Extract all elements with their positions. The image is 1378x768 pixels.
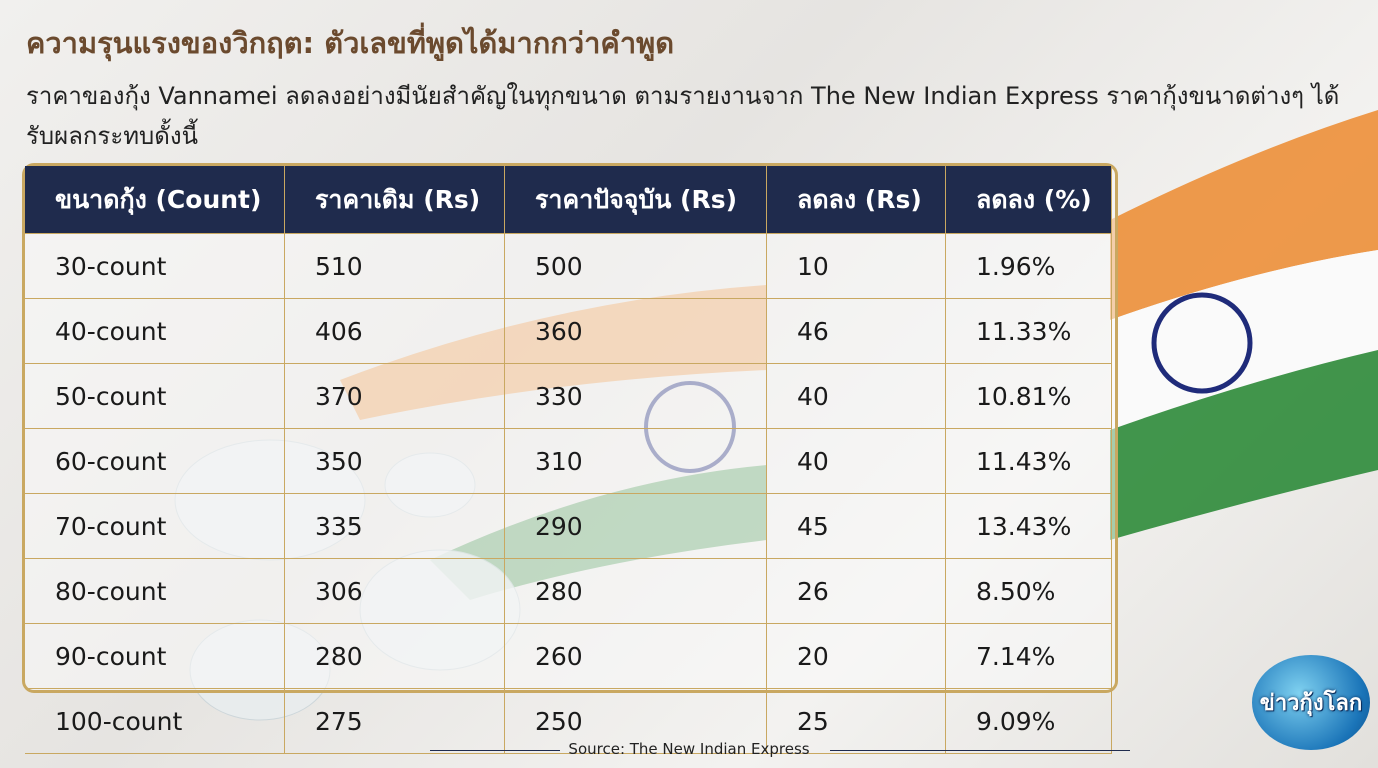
table-cell: 275 <box>285 689 505 754</box>
subtitle: ราคาของกุ้ง Vannamei ลดลงอย่างมีนัยสำคัญ… <box>26 82 1340 150</box>
table-cell: 500 <box>505 234 767 299</box>
table-cell: 280 <box>285 624 505 689</box>
column-header: ราคาเดิม (Rs) <box>285 166 505 234</box>
rule <box>830 750 1130 751</box>
table-cell: 13.43% <box>946 494 1112 559</box>
table-cell: 26 <box>767 559 946 624</box>
column-header: ลดลง (Rs) <box>767 166 946 234</box>
title: ความรุนแรงของวิกฤต: ตัวเลขที่พูดได้มากกว… <box>26 26 675 60</box>
column-header: ราคาปัจจุบัน (Rs) <box>505 166 767 234</box>
table-cell: 80-count <box>25 559 285 624</box>
table-cell: 50-count <box>25 364 285 429</box>
table-cell: 280 <box>505 559 767 624</box>
table-cell: 40 <box>767 429 946 494</box>
table-cell: 10.81% <box>946 364 1112 429</box>
table-cell: 11.33% <box>946 299 1112 364</box>
table-cell: 335 <box>285 494 505 559</box>
table-cell: 40-count <box>25 299 285 364</box>
table-cell: 40 <box>767 364 946 429</box>
table-cell: 20 <box>767 624 946 689</box>
table-cell: 360 <box>505 299 767 364</box>
table-cell: 406 <box>285 299 505 364</box>
table-cell: 90-count <box>25 624 285 689</box>
table-cell: 25 <box>767 689 946 754</box>
table-cell: 1.96% <box>946 234 1112 299</box>
logo: ข่าวกุ้งโลก <box>1252 655 1370 750</box>
table-cell: 350 <box>285 429 505 494</box>
table-cell: 330 <box>505 364 767 429</box>
table-cell: 11.43% <box>946 429 1112 494</box>
table-cell: 9.09% <box>946 689 1112 754</box>
table-cell: 8.50% <box>946 559 1112 624</box>
table-cell: 46 <box>767 299 946 364</box>
table-cell: 45 <box>767 494 946 559</box>
table-cell: 370 <box>285 364 505 429</box>
table-cell: 70-count <box>25 494 285 559</box>
table-cell: 260 <box>505 624 767 689</box>
source: Source: The New Indian Express <box>568 740 810 758</box>
table-cell: 60-count <box>25 429 285 494</box>
table-cell: 310 <box>505 429 767 494</box>
table-cell: 510 <box>285 234 505 299</box>
table-cell: 7.14% <box>946 624 1112 689</box>
rule <box>430 750 560 751</box>
column-header: ขนาดกุ้ง (Count) <box>25 166 285 234</box>
table-cell: 100-count <box>25 689 285 754</box>
table-cell: 10 <box>767 234 946 299</box>
table-cell: 30-count <box>25 234 285 299</box>
table-cell: 290 <box>505 494 767 559</box>
table-cell: 250 <box>505 689 767 754</box>
table-cell: 306 <box>285 559 505 624</box>
column-header: ลดลง (%) <box>946 166 1112 234</box>
